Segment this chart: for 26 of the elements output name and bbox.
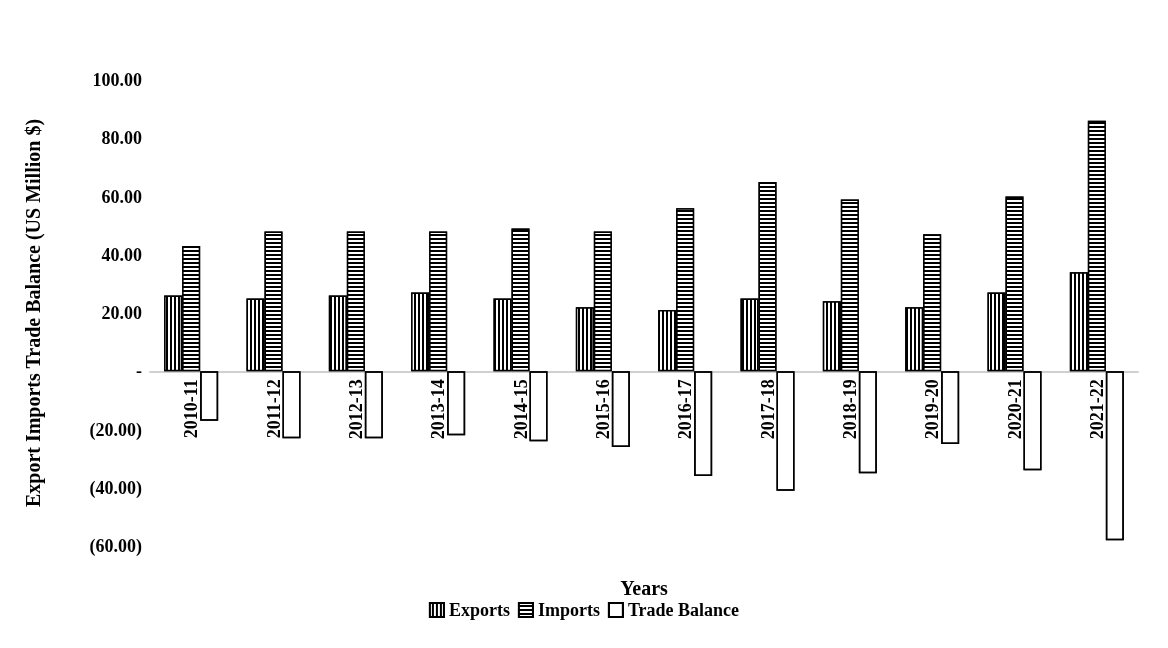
x-tick-label: 2012-13 bbox=[345, 379, 366, 440]
legend-label: Exports bbox=[448, 600, 510, 620]
y-tick-label: 20.00 bbox=[101, 303, 142, 323]
y-tick-label: 80.00 bbox=[101, 128, 142, 149]
x-axis-title: Years bbox=[620, 577, 669, 599]
y-tick-label: - bbox=[136, 361, 142, 382]
x-tick-label: 2015-16 bbox=[592, 379, 613, 440]
x-tick-label: 2010-11 bbox=[181, 379, 202, 439]
x-tick-label: 2018-19 bbox=[839, 379, 860, 440]
y-tick-label: 100.00 bbox=[92, 70, 142, 90]
x-tick-label: 2011-12 bbox=[263, 379, 284, 439]
x-tick-label: 2020-21 bbox=[1004, 379, 1025, 440]
x-tick-label: 2017-18 bbox=[757, 379, 778, 440]
y-tick-label: (20.00) bbox=[89, 419, 142, 441]
x-tick-label: 2013-14 bbox=[428, 379, 449, 440]
legend-label: Trade Balance bbox=[627, 600, 740, 620]
legend-label: Imports bbox=[537, 600, 600, 620]
y-axis-title: Export Imports Trade Balance (US Million $) bbox=[22, 118, 45, 508]
y-tick-label: 40.00 bbox=[101, 244, 142, 265]
x-tick-label: 2016-17 bbox=[675, 379, 696, 440]
y-tick-label: (60.00) bbox=[89, 536, 142, 557]
x-tick-label: 2019-20 bbox=[922, 379, 943, 440]
x-tick-label: 2021-22 bbox=[1086, 379, 1107, 440]
y-tick-label: (40.00) bbox=[89, 477, 142, 499]
y-tick-label: 60.00 bbox=[101, 186, 142, 207]
x-tick-label: 2014-15 bbox=[510, 379, 531, 440]
